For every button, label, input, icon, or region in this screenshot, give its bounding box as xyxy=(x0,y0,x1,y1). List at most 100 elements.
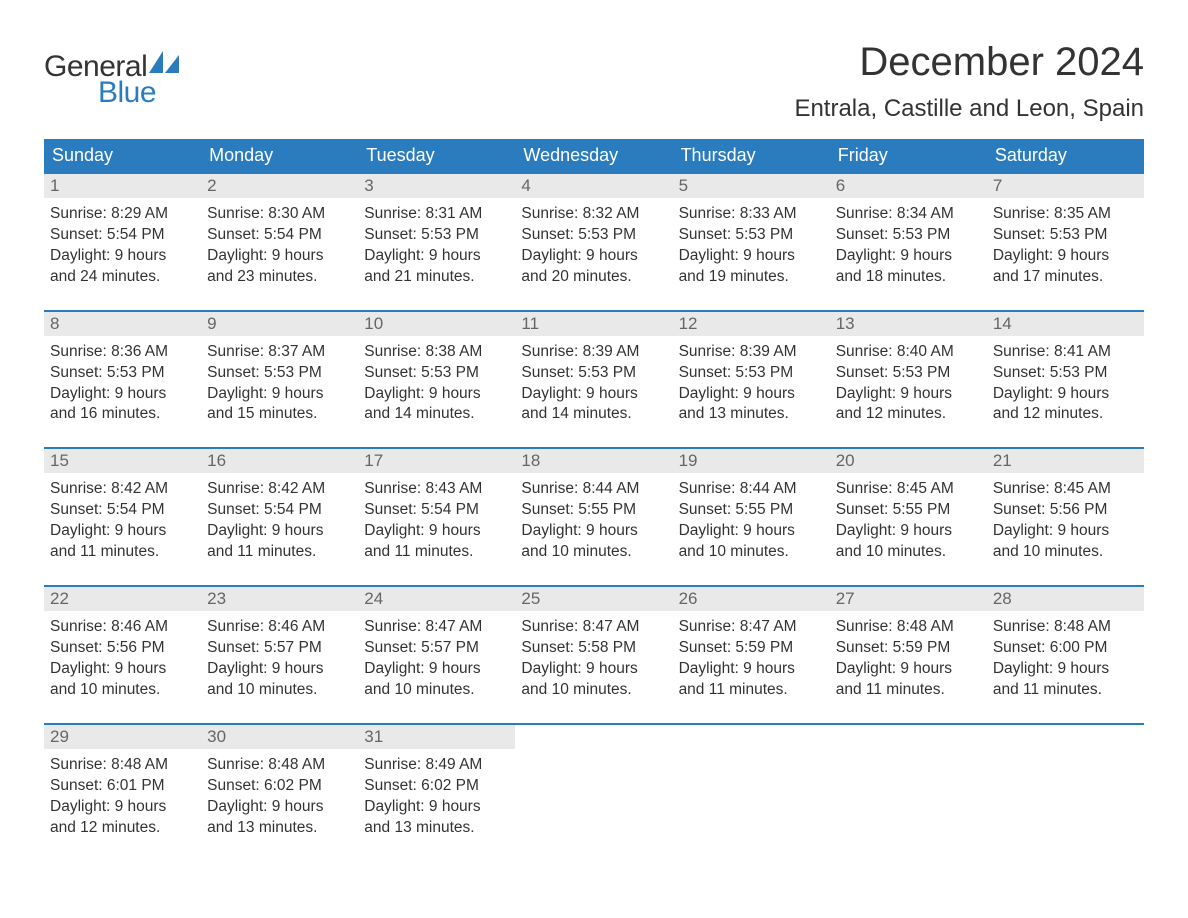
day-body: Sunrise: 8:47 AMSunset: 5:59 PMDaylight:… xyxy=(673,611,830,705)
daylight-line: Daylight: 9 hours and 13 minutes. xyxy=(207,797,352,839)
sunrise-line: Sunrise: 8:32 AM xyxy=(521,204,666,225)
sunrise-line: Sunrise: 8:42 AM xyxy=(50,479,195,500)
day-number: 10 xyxy=(358,312,515,336)
day-number: 18 xyxy=(515,449,672,473)
sunset-line: Sunset: 5:53 PM xyxy=(679,225,824,246)
sunset-line: Sunset: 5:54 PM xyxy=(50,500,195,521)
sunrise-line: Sunrise: 8:34 AM xyxy=(836,204,981,225)
daylight-line: Daylight: 9 hours and 10 minutes. xyxy=(521,521,666,563)
day-number: 31 xyxy=(358,725,515,749)
sunrise-line: Sunrise: 8:29 AM xyxy=(50,204,195,225)
sunset-line: Sunset: 5:53 PM xyxy=(521,363,666,384)
calendar-cell: 5 Sunrise: 8:33 AMSunset: 5:53 PMDaylight… xyxy=(673,174,830,292)
sunrise-line: Sunrise: 8:45 AM xyxy=(836,479,981,500)
day-body: Sunrise: 8:30 AMSunset: 5:54 PMDaylight:… xyxy=(201,198,358,292)
calendar-cell: 25Sunrise: 8:47 AMSunset: 5:58 PMDayligh… xyxy=(515,587,672,705)
calendar-cell: 20Sunrise: 8:45 AMSunset: 5:55 PMDayligh… xyxy=(830,449,987,567)
calendar-cell: 23Sunrise: 8:46 AMSunset: 5:57 PMDayligh… xyxy=(201,587,358,705)
sunrise-line: Sunrise: 8:36 AM xyxy=(50,342,195,363)
calendar-cell: 31 Sunrise: 8:49 AMSunset: 6:02 PMDayligh… xyxy=(358,725,515,843)
day-number: 3 xyxy=(358,174,515,198)
day-body: Sunrise: 8:45 AMSunset: 5:55 PMDaylight:… xyxy=(830,473,987,567)
sunset-line: Sunset: 5:57 PM xyxy=(207,638,352,659)
sunset-line: Sunset: 5:59 PM xyxy=(679,638,824,659)
sunrise-line: Sunrise: 8:48 AM xyxy=(993,617,1138,638)
day-number: 16 xyxy=(201,449,358,473)
daylight-line: Daylight: 9 hours and 17 minutes. xyxy=(993,246,1138,288)
sunrise-line: Sunrise: 8:47 AM xyxy=(679,617,824,638)
calendar-cell: .. xyxy=(830,725,987,843)
sunrise-line: Sunrise: 8:46 AM xyxy=(50,617,195,638)
daylight-line: Daylight: 9 hours and 11 minutes. xyxy=(836,659,981,701)
day-number: 25 xyxy=(515,587,672,611)
daylight-line: Daylight: 9 hours and 15 minutes. xyxy=(207,384,352,426)
sunset-line: Sunset: 5:56 PM xyxy=(50,638,195,659)
daylight-line: Daylight: 9 hours and 24 minutes. xyxy=(50,246,195,288)
calendar-cell: 3Sunrise: 8:31 AMSunset: 5:53 PMDaylight… xyxy=(358,174,515,292)
calendar-week: 1Sunrise: 8:29 AMSunset: 5:54 PMDaylight… xyxy=(44,172,1144,292)
sunset-line: Sunset: 5:53 PM xyxy=(836,225,981,246)
day-body: Sunrise: 8:38 AMSunset: 5:53 PMDaylight:… xyxy=(358,336,515,430)
sunrise-line: Sunrise: 8:40 AM xyxy=(836,342,981,363)
day-body: Sunrise: 8:32 AMSunset: 5:53 PMDaylight:… xyxy=(515,198,672,292)
daylight-line: Daylight: 9 hours and 12 minutes. xyxy=(50,797,195,839)
sunrise-line: Sunrise: 8:49 AM xyxy=(364,755,509,776)
day-header-tuesday: Tuesday xyxy=(358,139,515,172)
day-body: Sunrise: 8:48 AMSunset: 5:59 PMDaylight:… xyxy=(830,611,987,705)
calendar-cell: .. xyxy=(515,725,672,843)
sunset-line: Sunset: 5:53 PM xyxy=(993,363,1138,384)
sunrise-line: Sunrise: 8:33 AM xyxy=(679,204,824,225)
sail-icon xyxy=(149,51,179,78)
sunset-line: Sunset: 5:53 PM xyxy=(836,363,981,384)
day-body: Sunrise: 8:39 AMSunset: 5:53 PMDaylight:… xyxy=(515,336,672,430)
calendar-cell: 12Sunrise: 8:39 AMSunset: 5:53 PMDayligh… xyxy=(673,312,830,430)
day-number: 22 xyxy=(44,587,201,611)
sunrise-line: Sunrise: 8:48 AM xyxy=(207,755,352,776)
daylight-line: Daylight: 9 hours and 23 minutes. xyxy=(207,246,352,288)
sunrise-line: Sunrise: 8:47 AM xyxy=(364,617,509,638)
day-body: Sunrise: 8:40 AMSunset: 5:53 PMDaylight:… xyxy=(830,336,987,430)
sunrise-line: Sunrise: 8:39 AM xyxy=(679,342,824,363)
day-body: Sunrise: 8:43 AMSunset: 5:54 PMDaylight:… xyxy=(358,473,515,567)
sunset-line: Sunset: 5:56 PM xyxy=(993,500,1138,521)
day-number: 6 xyxy=(830,174,987,198)
daylight-line: Daylight: 9 hours and 13 minutes. xyxy=(364,797,509,839)
sunset-line: Sunset: 5:53 PM xyxy=(679,363,824,384)
calendar-cell: 2Sunrise: 8:30 AMSunset: 5:54 PMDaylight… xyxy=(201,174,358,292)
sunrise-line: Sunrise: 8:47 AM xyxy=(521,617,666,638)
sunrise-line: Sunrise: 8:35 AM xyxy=(993,204,1138,225)
sunrise-line: Sunrise: 8:43 AM xyxy=(364,479,509,500)
sunset-line: Sunset: 5:53 PM xyxy=(364,225,509,246)
day-body: Sunrise: 8:41 AMSunset: 5:53 PMDaylight:… xyxy=(987,336,1144,430)
daylight-line: Daylight: 9 hours and 16 minutes. xyxy=(50,384,195,426)
sunrise-line: Sunrise: 8:46 AM xyxy=(207,617,352,638)
sunset-line: Sunset: 6:02 PM xyxy=(207,776,352,797)
calendar-week: 29Sunrise: 8:48 AMSunset: 6:01 PMDayligh… xyxy=(44,723,1144,843)
page-title: December 2024 xyxy=(794,40,1144,85)
day-number: 1 xyxy=(44,174,201,198)
day-body: Sunrise: 8:36 AMSunset: 5:53 PMDaylight:… xyxy=(44,336,201,430)
daylight-line: Daylight: 9 hours and 10 minutes. xyxy=(993,521,1138,563)
daylight-line: Daylight: 9 hours and 10 minutes. xyxy=(521,659,666,701)
day-body: Sunrise: 8:48 AMSunset: 6:00 PMDaylight:… xyxy=(987,611,1144,705)
calendar-cell: 17Sunrise: 8:43 AMSunset: 5:54 PMDayligh… xyxy=(358,449,515,567)
sunset-line: Sunset: 6:01 PM xyxy=(50,776,195,797)
calendar-week: 15Sunrise: 8:42 AMSunset: 5:54 PMDayligh… xyxy=(44,447,1144,567)
sunrise-line: Sunrise: 8:39 AM xyxy=(521,342,666,363)
day-number: 9 xyxy=(201,312,358,336)
day-number: 5 xyxy=(673,174,830,198)
calendar-cell: 15Sunrise: 8:42 AMSunset: 5:54 PMDayligh… xyxy=(44,449,201,567)
day-body: Sunrise: 8:44 AMSunset: 5:55 PMDaylight:… xyxy=(515,473,672,567)
day-body: Sunrise: 8:35 AMSunset: 5:53 PMDaylight:… xyxy=(987,198,1144,292)
day-header-wednesday: Wednesday xyxy=(515,139,672,172)
sunrise-line: Sunrise: 8:45 AM xyxy=(993,479,1138,500)
sunset-line: Sunset: 6:02 PM xyxy=(364,776,509,797)
daylight-line: Daylight: 9 hours and 19 minutes. xyxy=(679,246,824,288)
day-number: 24 xyxy=(358,587,515,611)
daylight-line: Daylight: 9 hours and 13 minutes. xyxy=(679,384,824,426)
day-number: 13 xyxy=(830,312,987,336)
day-body: Sunrise: 8:31 AMSunset: 5:53 PMDaylight:… xyxy=(358,198,515,292)
day-body: Sunrise: 8:29 AMSunset: 5:54 PMDaylight:… xyxy=(44,198,201,292)
day-number: 29 xyxy=(44,725,201,749)
sunrise-line: Sunrise: 8:31 AM xyxy=(364,204,509,225)
